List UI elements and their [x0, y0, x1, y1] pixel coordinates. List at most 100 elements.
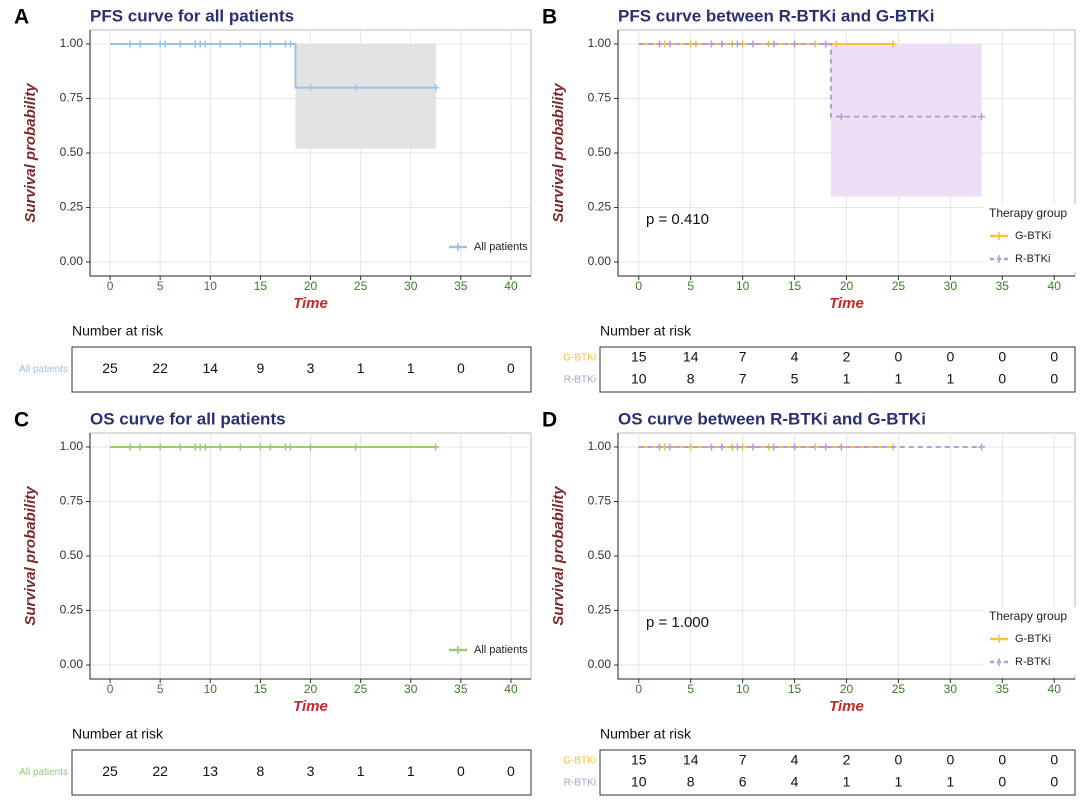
censor-mark: [236, 443, 244, 451]
legend-label: G-BTKi: [1015, 633, 1051, 645]
risk-count: 4: [791, 774, 799, 790]
censor-mark: [656, 443, 664, 451]
x-tick-label: 30: [404, 682, 418, 696]
chart-title: PFS curve for all patients: [90, 6, 294, 25]
censor-mark: [307, 84, 314, 92]
risk-count: 4: [791, 752, 799, 768]
y-axis-label: Survival probability: [550, 83, 567, 223]
y-tick-label: 0.50: [588, 145, 612, 159]
y-axis-label: Survival probability: [22, 83, 39, 223]
risk-count: 0: [507, 763, 515, 779]
legend-title: Therapy group: [989, 206, 1067, 220]
censor-mark: [126, 443, 134, 451]
y-tick-label: 0.00: [588, 254, 612, 268]
y-tick-label: 0.75: [588, 91, 612, 105]
risk-count: 0: [946, 752, 954, 768]
legend-label: G-BTKi: [1015, 230, 1051, 242]
y-tick-label: 0.00: [60, 657, 84, 671]
censor-mark: [822, 40, 830, 48]
censor-mark: [749, 40, 757, 48]
risk-count: 1: [843, 371, 851, 387]
x-tick-label: 25: [354, 279, 368, 293]
panel-label: B: [542, 6, 557, 29]
y-tick-label: 0.25: [588, 200, 612, 214]
risk-count: 1: [946, 774, 954, 790]
risk-count: 9: [256, 360, 264, 376]
censor-mark: [256, 443, 264, 451]
x-tick-label: 40: [504, 279, 518, 293]
risk-row-label: All patients: [19, 767, 68, 778]
censor-mark: [978, 443, 986, 451]
x-tick-label: 10: [736, 682, 750, 696]
risk-row-label: R-BTKi: [564, 778, 596, 789]
risk-count: 0: [895, 349, 903, 365]
y-tick-label: 0.00: [588, 657, 612, 671]
x-tick-label: 20: [304, 279, 318, 293]
censor-mark: [266, 443, 274, 451]
x-tick-label: 20: [840, 682, 854, 696]
x-tick-label: 10: [204, 279, 218, 293]
risk-count: 8: [687, 774, 695, 790]
risk-count: 13: [202, 763, 218, 779]
risk-count: 14: [683, 752, 699, 768]
censor-mark: [136, 443, 144, 451]
censor-mark: [236, 40, 244, 48]
censor-mark: [733, 40, 741, 48]
x-tick-label: 5: [687, 682, 694, 696]
risk-count: 8: [687, 371, 695, 387]
risk-count: 7: [739, 752, 747, 768]
risk-count: 0: [998, 774, 1006, 790]
censor-mark: [176, 443, 184, 451]
risk-count: 0: [946, 349, 954, 365]
risk-table-box: [71, 749, 532, 796]
risk-row-label: All patients: [19, 364, 68, 375]
risk-table-title: Number at risk: [72, 726, 164, 742]
risk-count: 14: [202, 360, 218, 376]
censor-mark: [432, 84, 440, 92]
risk-count: 1: [407, 763, 415, 779]
censor-mark: [266, 40, 274, 48]
risk-count: 0: [895, 752, 903, 768]
y-tick-label: 0.25: [588, 603, 612, 617]
y-tick-label: 0.50: [588, 548, 612, 562]
x-tick-label: 30: [944, 682, 958, 696]
p-value: p = 1.000: [646, 614, 709, 631]
y-tick-label: 1.00: [588, 439, 612, 453]
censor-mark: [352, 443, 360, 451]
censor-mark: [718, 443, 726, 451]
risk-count: 6: [739, 774, 747, 790]
risk-table-box: [599, 749, 1076, 796]
censor-mark: [791, 40, 799, 48]
x-tick-label: 0: [107, 279, 114, 293]
censor-mark: [791, 443, 799, 451]
confidence-band: [295, 43, 436, 149]
risk-count: 1: [843, 774, 851, 790]
risk-count: 0: [1050, 752, 1058, 768]
censor-mark: [837, 443, 845, 451]
risk-count: 0: [998, 752, 1006, 768]
risk-count: 0: [1050, 774, 1058, 790]
risk-count: 2: [843, 349, 851, 365]
x-tick-label: 25: [354, 682, 368, 696]
x-tick-label: 5: [157, 682, 164, 696]
censor-mark: [656, 40, 664, 48]
x-tick-label: 15: [254, 279, 268, 293]
censor-mark: [770, 40, 778, 48]
y-tick-label: 0.75: [60, 91, 84, 105]
censor-mark: [307, 443, 314, 451]
censor-mark: [707, 40, 715, 48]
legend-label: R-BTKi: [1015, 253, 1050, 265]
risk-table-box: [599, 346, 1076, 393]
censor-mark: [733, 443, 741, 451]
x-tick-label: 0: [635, 279, 642, 293]
x-axis-label: Time: [829, 295, 864, 312]
y-tick-label: 0.50: [60, 145, 84, 159]
x-tick-label: 10: [204, 682, 218, 696]
y-tick-label: 1.00: [60, 36, 84, 50]
risk-count: 0: [998, 371, 1006, 387]
risk-count: 0: [998, 349, 1006, 365]
censor-mark: [286, 443, 294, 451]
risk-table-title: Number at risk: [72, 323, 164, 339]
x-tick-label: 15: [788, 279, 802, 293]
x-axis-label: Time: [293, 295, 328, 312]
